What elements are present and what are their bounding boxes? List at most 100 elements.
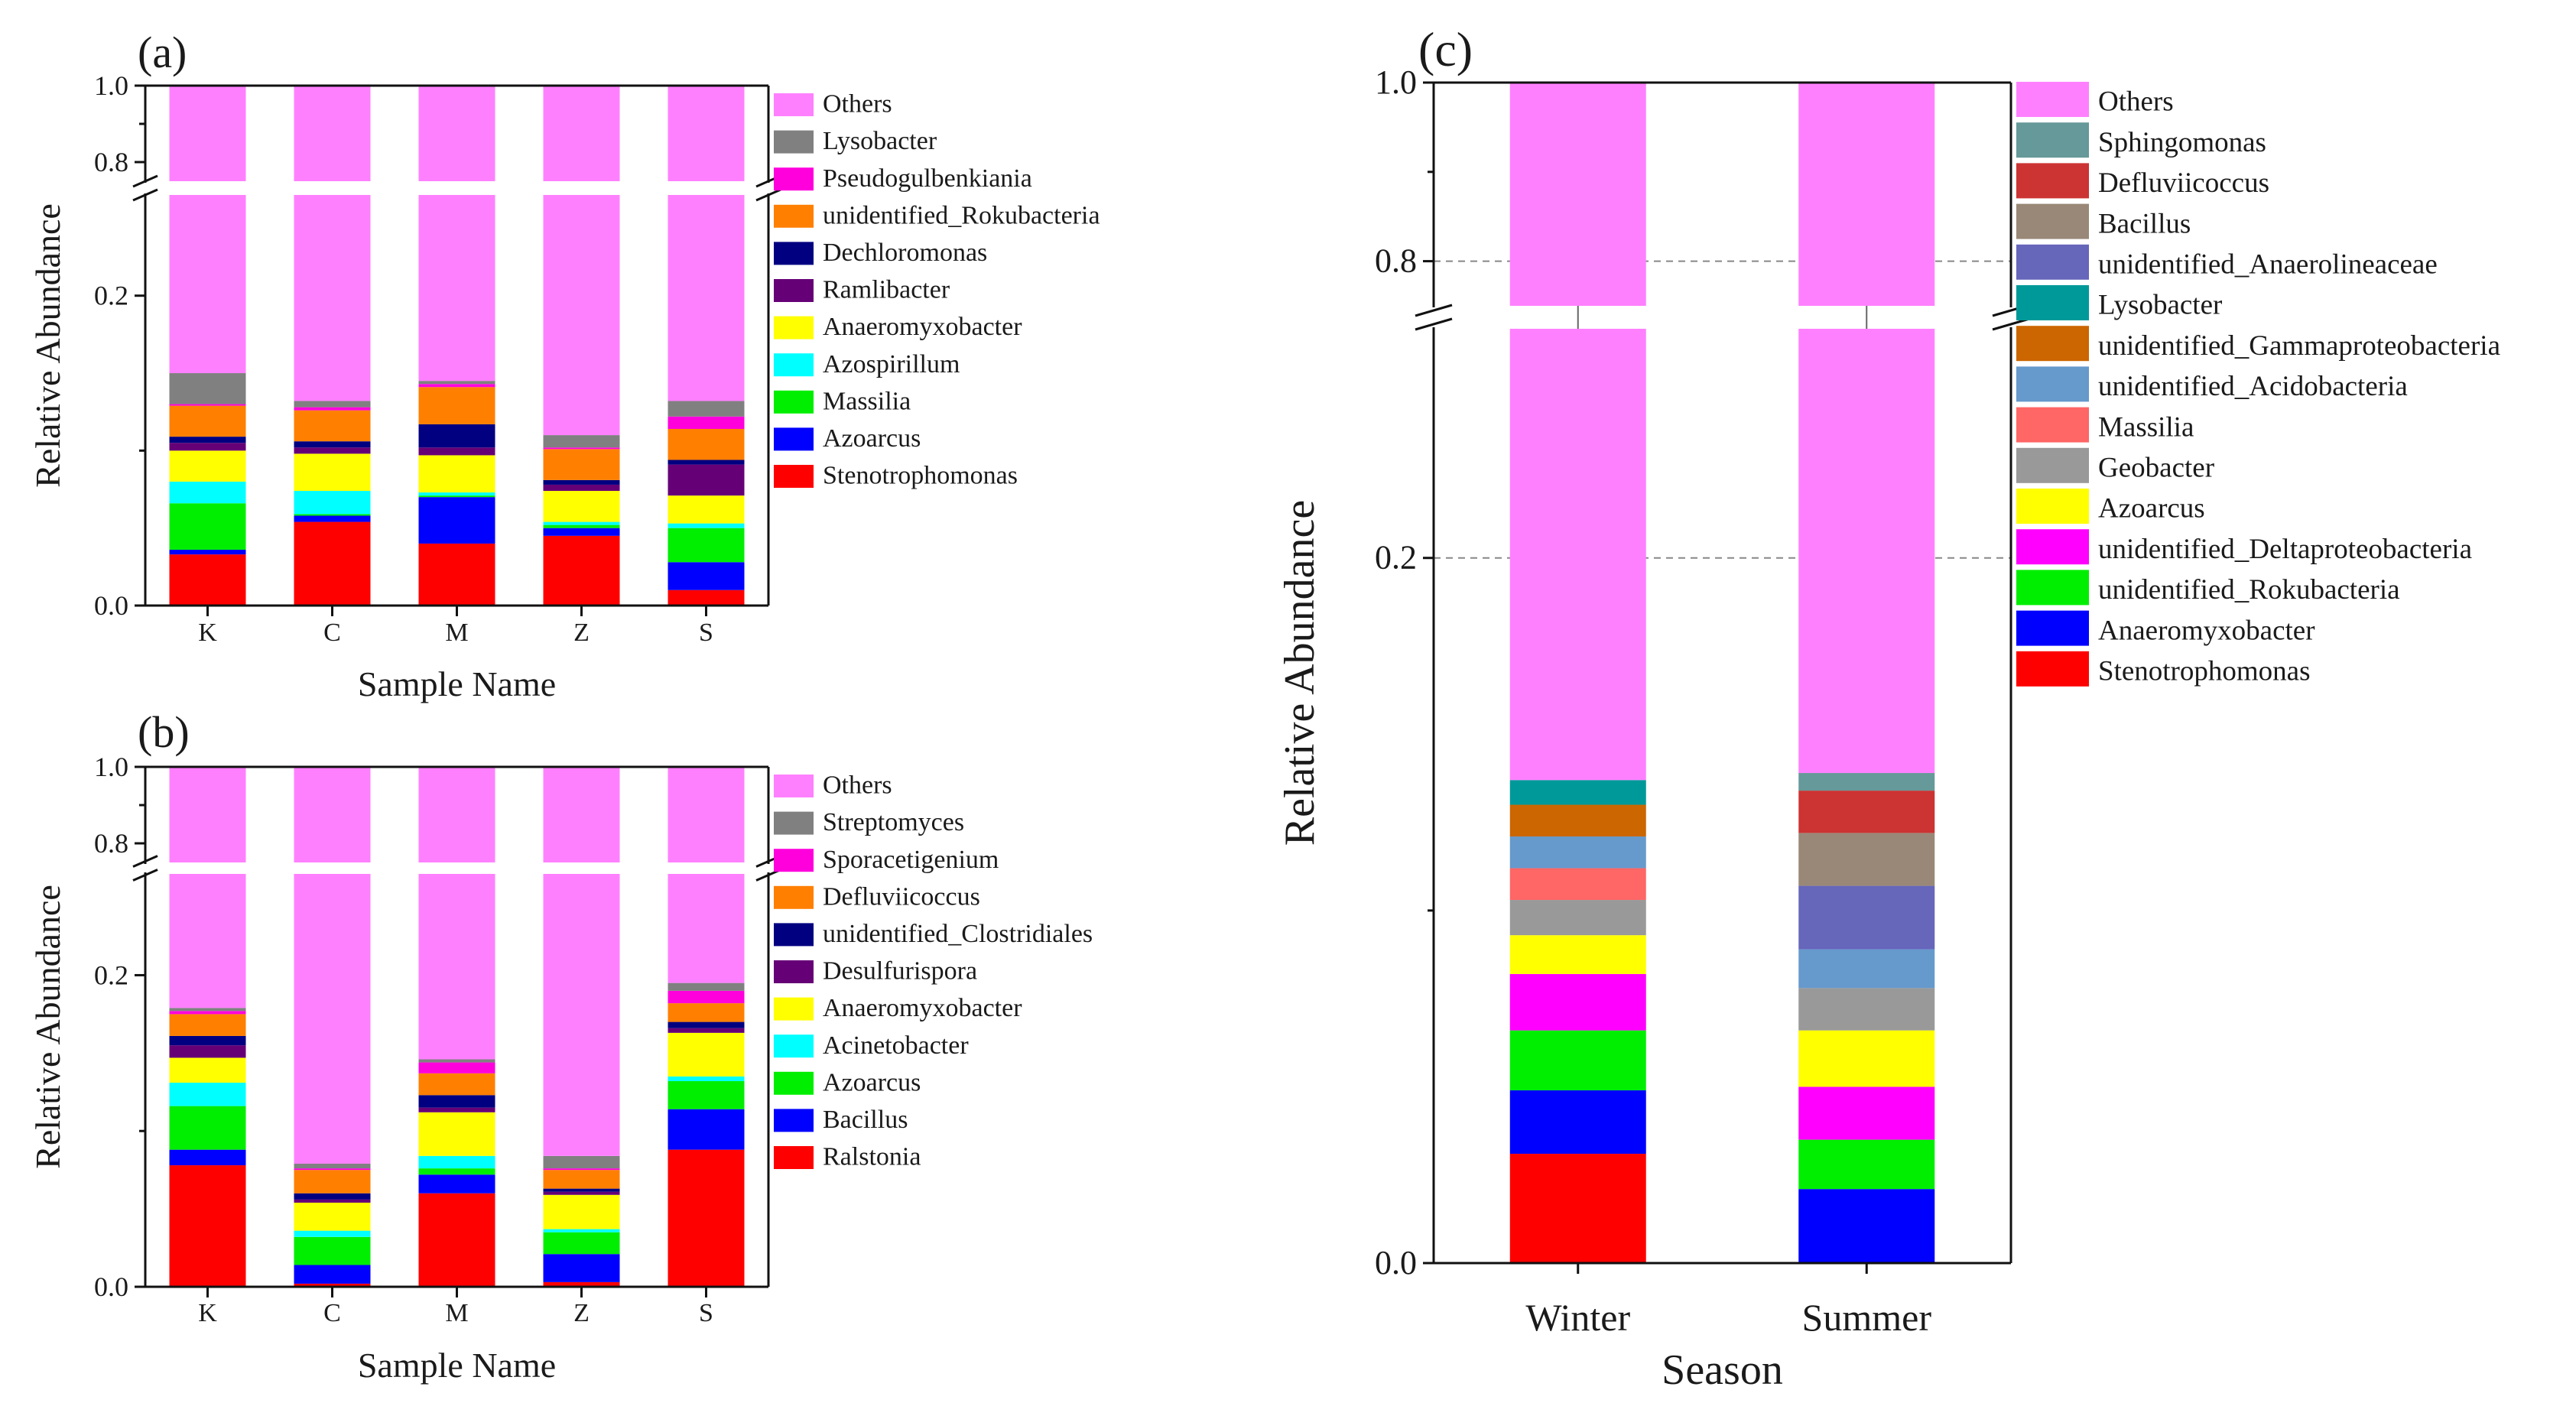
bar-segment-lysobacter [294,401,371,408]
y-tick-label: 1.0 [94,752,128,782]
bar-segment-ramlibacter [543,484,620,492]
legend-label: Bacillus [2098,208,2191,239]
bar-segment-azospirillum [418,492,495,496]
legend-label: Massilia [2098,411,2194,443]
x-tick-label: Winter [1525,1296,1630,1339]
x-tick-label: Z [573,1299,590,1327]
bar-segment-unidentified-rokubacteria [1798,1139,1935,1190]
bar-segment-azospirillum [668,523,745,528]
bar-segment-azoarcus [169,1106,246,1150]
bar-segment-massilia [1509,868,1646,901]
x-tick-label: M [445,619,468,647]
bar-segment-azospirillum [294,491,371,515]
bar-segment-streptomyces [294,1164,371,1169]
bar-segment-defluviicoccus [294,1170,371,1194]
bar-segment-unidentified-rokubacteria [543,449,620,480]
legend-swatch [2016,163,2089,199]
bar-segment-ramlibacter [294,447,371,454]
bar-segment-massilia [543,525,620,528]
bar-segment-anaeromyxobacter [294,1202,371,1231]
y-tick-label: 0.8 [94,828,128,859]
bar-segment-massilia [294,514,371,516]
bar-segment-defluviicoccus [543,1170,620,1189]
bar-segment-stenotrophomonas [169,554,246,606]
axis-break-mark [132,188,158,202]
bar-segment-others [169,86,246,181]
y-axis-label: Relative Abundance [28,885,67,1169]
legend-swatch [2016,407,2089,443]
bar-segment-others [418,767,495,862]
bar-segment-dechloromonas [418,424,495,448]
bar-segment-unidentified-deltaproteobacteria [1509,973,1646,1031]
bar-segment-others [294,86,371,181]
legend-label: Sphingomonas [2098,127,2266,158]
legend-swatch [774,885,814,909]
x-tick-label: S [699,619,713,647]
bar-segment-unidentified-deltaproteobacteria [1798,1086,1935,1140]
y-tick-label: 0.0 [94,1271,128,1302]
bar-segment-unidentified-acidobacteria [1798,949,1935,989]
legend-swatch [774,960,814,983]
bar-segment-anaeromyxobacter [1509,1090,1646,1155]
bar-segment-others [294,767,371,862]
bar-segment-bacillus [668,1109,745,1150]
legend-swatch [774,316,814,339]
legend-label: Others [823,90,892,119]
x-tick-label: M [445,1299,468,1327]
x-tick-label: K [198,619,217,647]
legend-swatch [774,353,814,377]
legend-swatch [774,923,814,947]
bar-segment-dechloromonas [543,479,620,485]
bar-segment-dechloromonas [169,437,246,443]
legend-label: Desulfurispora [823,957,977,986]
bar-segment-unidentified-clostridiales [668,1021,745,1028]
bar-segment-unidentified-clostridiales [169,1035,246,1046]
legend-label: unidentified_Deltaproteobacteria [2098,534,2472,565]
bar-segment-others [668,874,745,983]
bar-segment-ramlibacter [169,443,246,451]
legend-label: Azoarcus [2098,493,2205,525]
bar-segment-others [294,195,371,401]
legend-label: Stenotrophomonas [823,462,1018,490]
legend-label: Pseudogulbenkiania [823,164,1032,193]
bar-segment-lysobacter [1509,780,1646,805]
bar-segment-sporacetigenium [294,1168,371,1171]
legend-swatch [2016,447,2089,483]
legend-label: Ramlibacter [823,276,950,304]
panel-label: (b) [138,707,190,757]
x-tick-label: Z [573,619,590,647]
bar-segment-unidentified-rokubacteria [1509,1030,1646,1091]
bar-segment-stenotrophomonas [418,543,495,606]
bar-segment-massilia [668,528,745,563]
legend-swatch [774,1146,814,1169]
legend-swatch [774,811,814,835]
legend-label: unidentified_Rokubacteria [823,201,1100,229]
bar-segment-desulfurispora [169,1045,246,1058]
x-tick-label: C [323,1299,341,1327]
legend-label: Anaeromyxobacter [2098,615,2315,646]
bar-segment-lysobacter [668,401,745,417]
bar-segment-bacillus [418,1174,495,1194]
bar-segment-others [668,767,745,862]
bar-segment-ralstonia [418,1193,495,1287]
y-tick-label: 0.8 [1375,242,1417,280]
panel-label: (c) [1418,22,1473,76]
axis-break-mark [1992,317,2030,331]
bar-segment-sporacetigenium [543,1168,620,1171]
bar-segment-massilia [169,503,246,550]
legend-label: Acinetobacter [823,1031,969,1060]
y-tick-label: 0.0 [1375,1244,1417,1281]
bar-segment-unidentified-acidobacteria [1509,836,1646,869]
axis-break-mark [1415,317,1453,331]
bar-segment-azospirillum [169,481,246,504]
bar-segment-lysobacter [543,435,620,448]
y-tick-label: 0.8 [94,147,128,177]
x-tick-label: S [699,1299,713,1327]
bar-segment-streptomyces [543,1155,620,1169]
bar-segment-azoarcus [668,562,745,590]
bar-segment-azoarcus [543,1232,620,1255]
legend-swatch [2016,489,2089,524]
legend-swatch [774,130,814,154]
bar-segment-others [668,195,745,401]
bar-segment-azoarcus [169,550,246,555]
